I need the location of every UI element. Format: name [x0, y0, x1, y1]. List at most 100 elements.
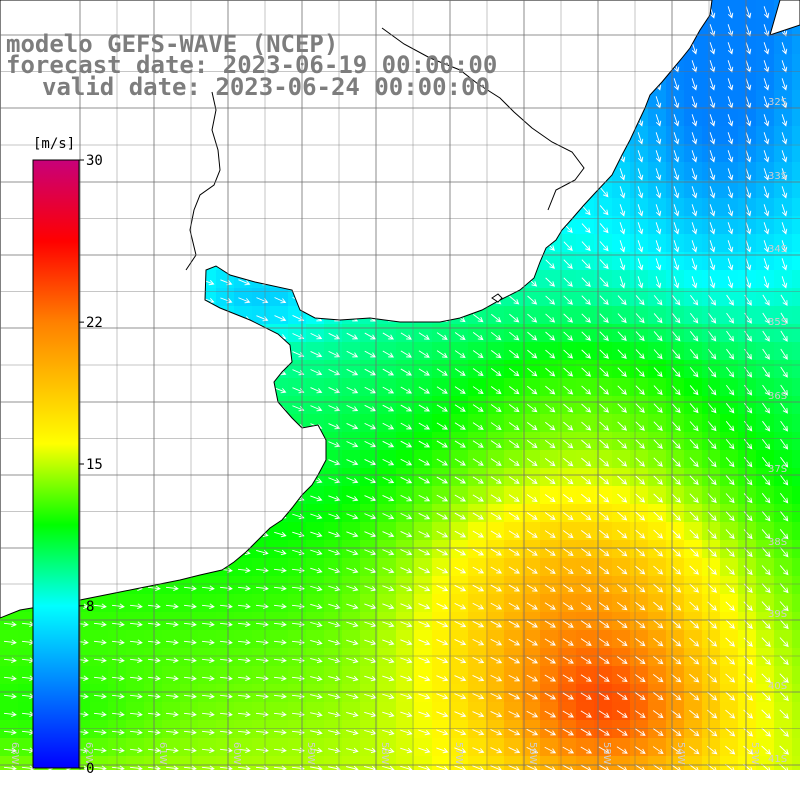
- wind-speed-cell: [774, 612, 793, 631]
- wind-speed-cell: [468, 756, 487, 770]
- wind-arrow: [581, 421, 592, 431]
- wind-arrow: [635, 403, 645, 413]
- wind-arrow: [617, 313, 627, 324]
- wind-speed-cell: [558, 666, 577, 685]
- wind-arrow: [491, 313, 502, 323]
- wind-arrow: [346, 657, 359, 664]
- wind-arrow: [745, 114, 752, 127]
- wind-speed-cell: [486, 432, 505, 451]
- wind-arrow: [346, 332, 359, 340]
- wind-arrow: [490, 620, 503, 628]
- wind-speed-cell: [504, 558, 523, 577]
- wind-speed-cell: [360, 774, 379, 793]
- wind-speed-cell: [648, 522, 667, 541]
- wind-speed-cell: [774, 468, 793, 487]
- wind-speed-cell: [108, 702, 127, 721]
- wind-arrow: [237, 747, 251, 753]
- wind-arrow: [689, 691, 700, 701]
- wind-speed-cell: [540, 468, 559, 487]
- wind-speed-cell: [792, 792, 800, 800]
- wind-speed-cell: [504, 648, 523, 667]
- wind-speed-cell: [738, 702, 757, 721]
- wind-speed-cell: [558, 288, 577, 307]
- wind-speed-cell: [774, 360, 793, 379]
- wind-speed-cell: [288, 738, 307, 757]
- wind-arrow: [418, 693, 431, 700]
- wind-speed-cell: [432, 648, 451, 667]
- wind-arrow: [256, 297, 269, 304]
- wind-arrow: [691, 132, 698, 145]
- wind-arrow: [454, 422, 466, 430]
- longitude-label: 56W: [527, 742, 538, 765]
- wind-arrow: [599, 421, 610, 431]
- wind-arrow: [726, 366, 735, 378]
- wind-speed-cell: [486, 792, 505, 800]
- wind-speed-cell: [378, 576, 397, 595]
- wind-speed-cell: [720, 774, 739, 793]
- wind-arrow: [382, 476, 395, 484]
- wind-arrow: [581, 493, 592, 503]
- wind-speed-cell: [666, 720, 685, 739]
- wind-speed-cell: [612, 504, 631, 523]
- wind-arrow: [763, 78, 770, 91]
- wind-speed-cell: [378, 666, 397, 685]
- wind-arrow: [725, 511, 735, 522]
- wind-arrow: [653, 295, 663, 306]
- wind-arrow: [617, 475, 628, 485]
- wind-arrow: [619, 258, 626, 271]
- wind-speed-cell: [180, 648, 199, 667]
- wind-arrow: [472, 566, 485, 574]
- wind-speed-cell: [540, 666, 559, 685]
- wind-speed-cell: [414, 684, 433, 703]
- wind-speed-cell: [648, 738, 667, 757]
- wind-arrow: [436, 386, 448, 394]
- wind-arrow: [400, 585, 413, 592]
- wind-arrow: [779, 637, 789, 648]
- wind-arrow: [93, 657, 107, 663]
- wind-speed-cell: [558, 648, 577, 667]
- wind-speed-cell: [702, 558, 721, 577]
- wind-arrow: [691, 222, 698, 235]
- wind-arrow: [3, 639, 17, 645]
- wind-arrow: [616, 746, 628, 754]
- wind-speed-cell: [774, 396, 793, 415]
- wind-arrow: [418, 729, 431, 736]
- wind-arrow: [201, 729, 215, 735]
- wind-arrow: [400, 494, 413, 502]
- wind-speed-cell: [270, 756, 289, 770]
- wind-speed-cell: [792, 252, 800, 271]
- wind-speed-cell: [540, 792, 559, 800]
- wind-arrow: [382, 350, 395, 358]
- wind-speed-cell: [180, 594, 199, 613]
- wind-speed-cell: [738, 558, 757, 577]
- wind-arrow: [274, 387, 287, 394]
- wind-arrow: [328, 531, 341, 538]
- wind-arrow: [93, 603, 107, 609]
- wind-arrow: [726, 294, 734, 306]
- wind-speed-cell: [648, 576, 667, 595]
- longitude-label: 58W: [379, 742, 390, 765]
- wind-arrow: [580, 584, 592, 593]
- wind-speed-cell: [450, 756, 469, 770]
- wind-speed-cell: [594, 558, 613, 577]
- wind-speed-cell: [702, 450, 721, 469]
- wind-arrow: [707, 403, 717, 414]
- wind-arrow: [653, 349, 663, 360]
- wind-arrow: [400, 386, 413, 394]
- wind-speed-cell: [774, 720, 793, 739]
- wind-arrow: [544, 638, 556, 646]
- wind-speed-cell: [702, 756, 721, 770]
- wind-speed-cell: [378, 774, 397, 793]
- wind-speed-cell: [108, 666, 127, 685]
- wind-arrow: [508, 656, 521, 664]
- wind-speed-cell: [414, 666, 433, 685]
- wind-speed-cell: [288, 324, 307, 343]
- latitude-label: 34S: [768, 244, 787, 255]
- wind-speed-cell: [666, 360, 685, 379]
- wind-speed-cell: [396, 612, 415, 631]
- wind-speed-cell: [792, 216, 800, 235]
- wind-arrow: [328, 368, 341, 376]
- wind-arrow: [761, 691, 771, 701]
- wind-speed-cell: [432, 792, 451, 800]
- wind-speed-cell: [108, 738, 127, 757]
